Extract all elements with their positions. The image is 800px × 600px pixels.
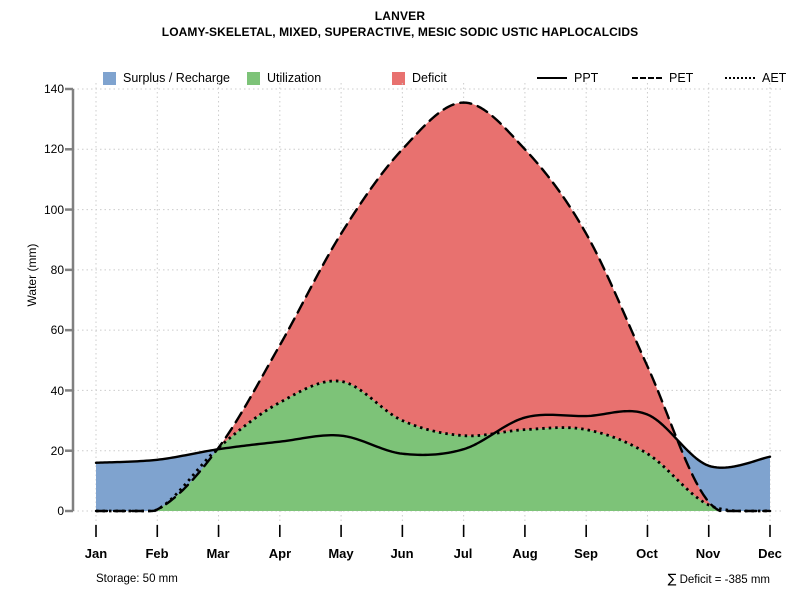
- y-tick-100: 100: [43, 203, 64, 217]
- legend-item-utilization[interactable]: Utilization: [247, 69, 321, 87]
- sigma-icon: ∑: [667, 572, 677, 587]
- y-tick-20: 20: [50, 444, 64, 458]
- x-tick-oct: Oct: [636, 546, 658, 561]
- legend-label-ppt: PPT: [574, 71, 599, 85]
- y-tick-0: 0: [57, 504, 64, 518]
- legend-label-aet: AET: [762, 71, 787, 85]
- legend-item-aet[interactable]: AET: [725, 69, 786, 87]
- aet-line-icon: [725, 72, 755, 84]
- legend-item-surplus-recharge[interactable]: Surplus / Recharge: [103, 69, 230, 87]
- legend-label-deficit: Deficit: [412, 71, 447, 85]
- y-tick-60: 60: [50, 323, 64, 337]
- legend-label-pet: PET: [669, 71, 694, 85]
- x-tick-marks: [95, 525, 771, 537]
- legend-item-ppt[interactable]: PPT: [537, 69, 598, 87]
- x-tick-jan: Jan: [84, 546, 108, 561]
- surplus-recharge-swatch-icon: [103, 71, 116, 85]
- legend-label-utilization: Utilization: [267, 71, 322, 85]
- chart-title-primary: LANVER: [374, 9, 426, 23]
- x-tick-sep: Sep: [574, 546, 598, 561]
- chart-title-subtitle: LOAMY-SKELETAL, MIXED, SUPERACTIVE, MESI…: [161, 25, 639, 39]
- x-tick-aug: Aug: [512, 546, 538, 561]
- y-tick-140: 140: [43, 82, 64, 96]
- x-tick-apr: Apr: [268, 546, 292, 561]
- x-tick-jul: Jul: [453, 546, 473, 561]
- deficit-annotation: ∑ Deficit = -385 mm: [668, 572, 770, 587]
- legend-item-pet[interactable]: PET: [632, 69, 693, 87]
- deficit-annotation-text: Deficit = -385 mm: [676, 574, 770, 586]
- y-tick-120: 120: [43, 142, 64, 156]
- ppt-line-icon: [537, 72, 567, 84]
- x-tick-feb: Feb: [145, 546, 169, 561]
- chart-legend: Surplus / Recharge Utilization Deficit P…: [95, 69, 786, 87]
- utilization-swatch-icon: [247, 71, 260, 85]
- axis-spine: [65, 87, 75, 513]
- filled-bands: [96, 102, 770, 511]
- x-tick-may: May: [328, 546, 354, 561]
- legend-label-surplus-recharge: Surplus / Recharge: [123, 71, 231, 85]
- storage-annotation: Storage: 50 mm: [96, 573, 178, 585]
- x-tick-nov: Nov: [695, 546, 721, 561]
- y-tick-80: 80: [50, 263, 64, 277]
- deficit-swatch-icon: [392, 71, 405, 85]
- legend-item-deficit[interactable]: Deficit: [392, 69, 447, 87]
- x-tick-dec: Dec: [758, 546, 782, 561]
- chart-title: LANVER LOAMY-SKELETAL, MIXED, SUPERACTIV…: [0, 8, 800, 40]
- x-tick-jun: Jun: [390, 546, 414, 561]
- data-curves: [94, 101, 772, 513]
- y-tick-40: 40: [50, 384, 64, 398]
- pet-line-icon: [632, 72, 662, 84]
- x-tick-mar: Mar: [206, 546, 230, 561]
